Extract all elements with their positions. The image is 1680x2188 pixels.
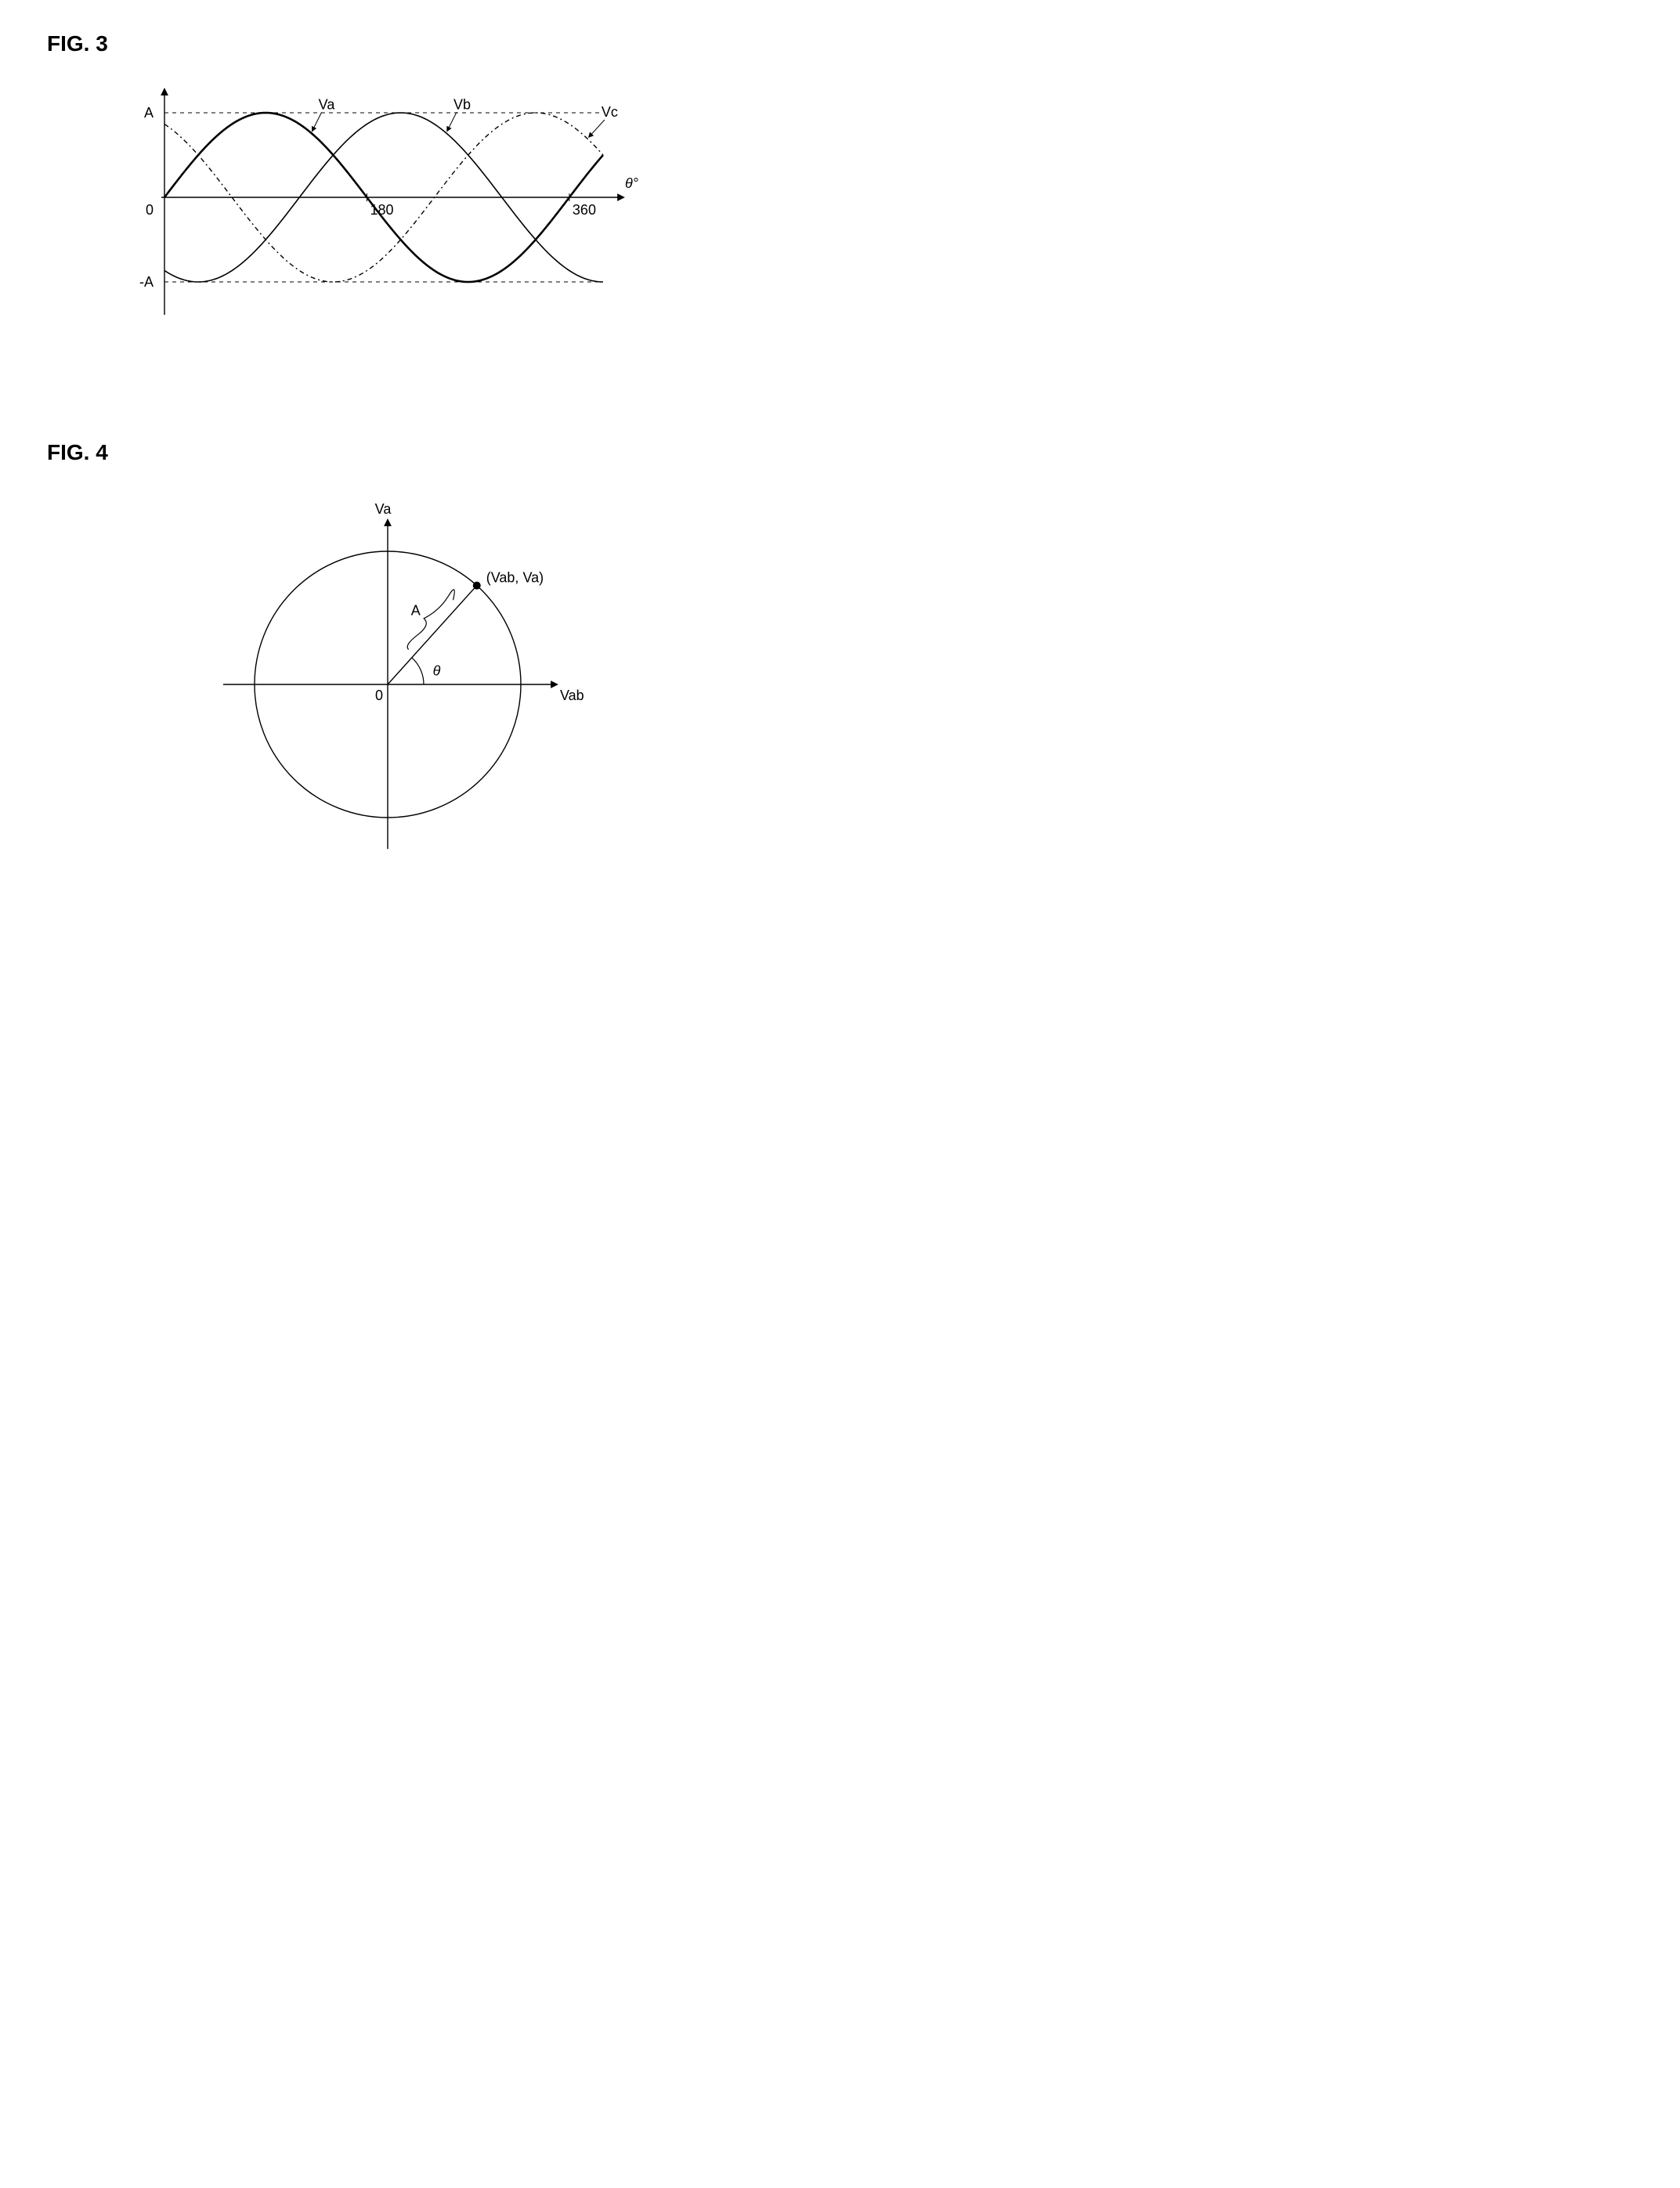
svg-text:Vc: Vc bbox=[602, 104, 618, 120]
svg-text:(Vab, Va): (Vab, Va) bbox=[486, 570, 544, 586]
svg-text:Va: Va bbox=[319, 96, 336, 112]
svg-text:0: 0 bbox=[146, 202, 154, 218]
fig3-chart: Va Vb Vc A -A 0 180 360 θ° bbox=[117, 80, 666, 346]
figure-3-block: FIG. 3 Va Vb Vc A -A 0 180 360 θ° bbox=[47, 31, 1633, 346]
svg-text:θ: θ bbox=[433, 663, 441, 678]
svg-text:180: 180 bbox=[370, 202, 393, 218]
fig4-chart: Va Vab 0 (Vab, Va) Aθ bbox=[188, 489, 595, 865]
svg-text:360: 360 bbox=[573, 202, 596, 218]
svg-text:-A: -A bbox=[139, 274, 154, 290]
svg-text:Vb: Vb bbox=[453, 96, 471, 112]
svg-text:θ°: θ° bbox=[625, 175, 638, 191]
fig3-chart-wrap: Va Vb Vc A -A 0 180 360 θ° bbox=[47, 80, 1633, 346]
svg-text:A: A bbox=[144, 105, 154, 121]
svg-text:0: 0 bbox=[375, 688, 383, 703]
svg-text:Vab: Vab bbox=[560, 688, 584, 703]
fig3-title: FIG. 3 bbox=[47, 31, 1633, 56]
svg-text:A: A bbox=[411, 602, 421, 618]
fig4-chart-wrap: Va Vab 0 (Vab, Va) Aθ bbox=[47, 489, 1633, 865]
figure-4-block: FIG. 4 Va Vab 0 (Vab, Va) Aθ bbox=[47, 440, 1633, 865]
fig4-title: FIG. 4 bbox=[47, 440, 1633, 465]
svg-text:Va: Va bbox=[375, 501, 392, 517]
